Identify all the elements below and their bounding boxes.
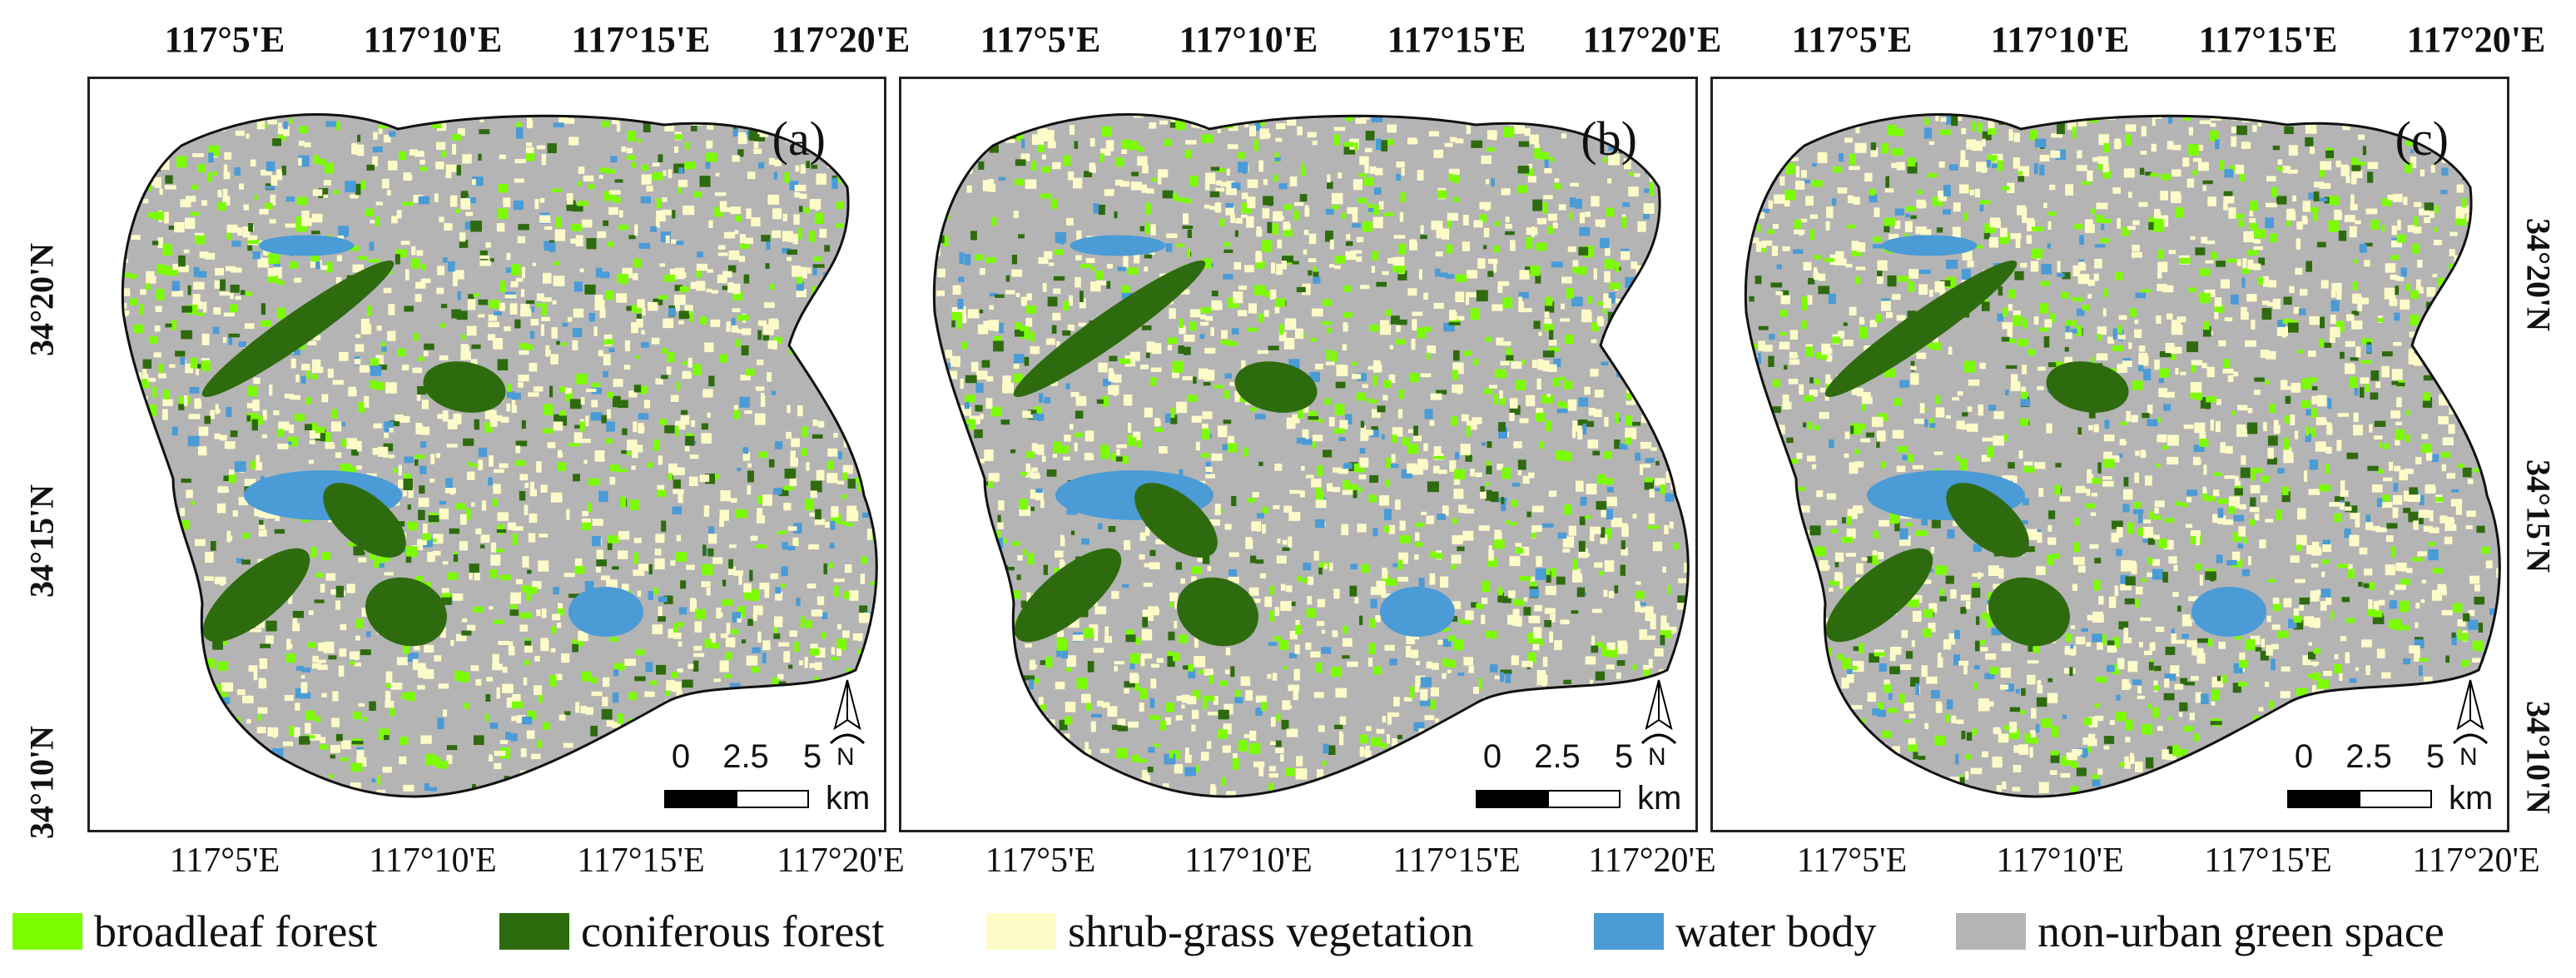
- scale-segment: [664, 790, 737, 808]
- top-tick: 117°20'E: [1582, 19, 1722, 60]
- scale-value: 5: [802, 738, 822, 775]
- top-tick: 117°15'E: [1387, 19, 1526, 60]
- legend-label: broadleaf forest: [94, 906, 378, 956]
- top-tick: 117°10'E: [363, 19, 503, 60]
- boundary-outline: [932, 113, 1690, 798]
- bottom-tick: 117°10'E: [369, 841, 497, 880]
- bottom-tick: 117°10'E: [1996, 841, 2124, 880]
- top-tick: 117°20'E: [2406, 19, 2546, 60]
- bottom-tick: 117°5'E: [985, 841, 1096, 880]
- north-arrow-icon: [829, 679, 866, 745]
- legend: broadleaf forest coniferous forest shrub…: [0, 897, 2576, 964]
- north-label: N: [836, 743, 855, 771]
- legend-item-shrub-grass: shrub-grass vegetation: [986, 906, 1473, 957]
- bottom-tick: 117°15'E: [1392, 841, 1521, 880]
- bottom-tick: 117°10'E: [1184, 841, 1313, 880]
- legend-swatch: [1956, 913, 2026, 950]
- north-arrow: N: [2449, 678, 2491, 778]
- top-tick: 117°15'E: [571, 19, 711, 60]
- panel-label: (c): [2395, 112, 2449, 166]
- top-tick: 117°10'E: [1990, 19, 2130, 60]
- top-tick: 117°15'E: [2198, 19, 2338, 60]
- scale-bar: 0 2.5 5 km: [664, 738, 872, 822]
- top-tick: 117°10'E: [1179, 19, 1318, 60]
- top-tick: 117°5'E: [164, 19, 285, 60]
- bottom-tick: 117°20'E: [777, 841, 905, 880]
- north-arrow: N: [1638, 678, 1680, 778]
- boundary-outline: [1744, 113, 2501, 798]
- north-label: N: [1648, 743, 1666, 771]
- panel-label: (b): [1581, 112, 1637, 166]
- scale-bar: 0 2.5 5 km: [1476, 738, 1684, 822]
- bottom-tick: 117°5'E: [1796, 841, 1908, 880]
- scale-unit: km: [2449, 780, 2494, 817]
- map-panel-a: (a) N 0 2.5 5 km: [87, 77, 886, 832]
- bottom-longitude-ticks: 117°5'E 117°10'E 117°15'E 117°20'E 117°5…: [0, 841, 2576, 899]
- scale-unit: km: [1637, 780, 1682, 817]
- right-lat-tick: 34°15'N: [2519, 459, 2558, 573]
- scale-value: 2.5: [2345, 738, 2392, 775]
- land-cover-pixels: [934, 114, 1689, 797]
- legend-label: coniferous forest: [581, 906, 885, 956]
- land-cover-map: [121, 113, 878, 798]
- legend-swatch: [499, 913, 569, 950]
- legend-item-water: water body: [1594, 906, 1876, 957]
- scale-value: 5: [2425, 738, 2445, 775]
- legend-item-non-urban: non-urban green space: [1956, 906, 2444, 957]
- scale-bar: 0 2.5 5 km: [2287, 738, 2495, 822]
- land-cover-pixels: [122, 114, 877, 797]
- land-cover-map: [932, 113, 1690, 798]
- bottom-tick: 117°20'E: [2412, 841, 2540, 880]
- top-tick: 117°5'E: [1791, 19, 1913, 60]
- bottom-tick: 117°15'E: [577, 841, 705, 880]
- bottom-tick: 117°15'E: [2204, 841, 2332, 880]
- legend-label: water body: [1675, 906, 1877, 956]
- panel-label: (a): [772, 112, 826, 166]
- scale-unit: km: [826, 780, 871, 817]
- top-tick: 117°20'E: [771, 19, 911, 60]
- top-tick: 117°5'E: [980, 19, 1101, 60]
- legend-item-coniferous: coniferous forest: [499, 906, 884, 957]
- land-cover-pixels: [1745, 114, 2500, 797]
- land-cover-map: [1744, 113, 2501, 798]
- scale-value: 2.5: [722, 738, 769, 775]
- scale-value: 2.5: [1534, 738, 1581, 775]
- right-lat-tick: 34°10'N: [2519, 701, 2558, 814]
- legend-swatch: [986, 913, 1056, 950]
- scale-segment: [736, 790, 809, 808]
- north-arrow-icon: [2452, 679, 2489, 745]
- north-arrow-icon: [1640, 679, 1677, 745]
- left-lat-tick: 34°20'N: [22, 243, 61, 356]
- scale-segment: [2287, 790, 2360, 808]
- map-panel-b: (b) N 0 2.5 5 km: [899, 77, 1698, 832]
- scale-value: 0: [2294, 738, 2314, 775]
- scale-segment: [1547, 790, 1621, 808]
- scale-segment: [1476, 790, 1549, 808]
- scale-value: 0: [671, 738, 691, 775]
- right-lat-tick: 34°20'N: [2519, 218, 2558, 331]
- map-panel-c: (c) N 0 2.5 5 km: [1710, 77, 2509, 832]
- legend-label: shrub-grass vegetation: [1068, 906, 1474, 956]
- bottom-tick: 117°20'E: [1588, 841, 1716, 880]
- top-longitude-ticks: 117°5'E 117°10'E 117°15'E 117°20'E 117°5…: [0, 18, 2576, 77]
- left-lat-tick: 34°15'N: [22, 484, 61, 598]
- legend-label: non-urban green space: [2037, 906, 2444, 956]
- legend-item-broadleaf: broadleaf forest: [12, 906, 377, 957]
- scale-value: 5: [1614, 738, 1634, 775]
- north-arrow: N: [826, 678, 868, 778]
- scale-segment: [2359, 790, 2432, 808]
- legend-swatch: [12, 913, 82, 950]
- bottom-tick: 117°5'E: [169, 841, 280, 880]
- north-label: N: [2459, 743, 2478, 771]
- scale-value: 0: [1482, 738, 1502, 775]
- boundary-outline: [121, 113, 878, 798]
- left-lat-tick: 34°10'N: [22, 726, 61, 839]
- legend-swatch: [1594, 913, 1664, 950]
